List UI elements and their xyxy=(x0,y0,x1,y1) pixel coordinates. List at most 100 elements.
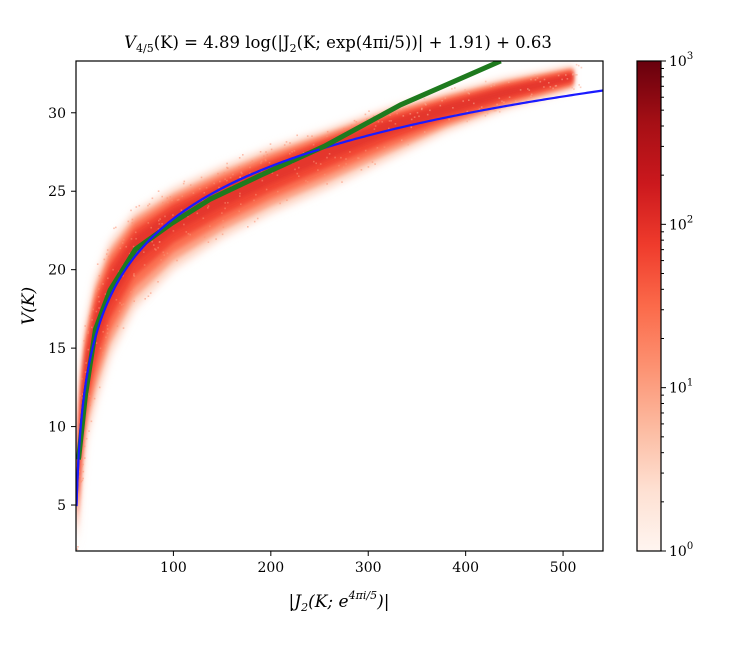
density-speckle xyxy=(227,167,229,169)
density-speckle xyxy=(459,120,461,122)
density-speckle xyxy=(151,241,153,243)
x-axis-label: |J2(K; e4πi/5)| xyxy=(289,589,390,614)
density-speckle xyxy=(381,121,383,123)
density-speckle xyxy=(102,352,104,354)
density-speckle xyxy=(366,119,368,121)
density-speckle xyxy=(389,120,391,122)
density-speckle xyxy=(96,311,98,313)
density-speckle xyxy=(217,173,219,175)
density-speckle xyxy=(270,143,272,145)
density-speckle xyxy=(160,259,162,261)
density-speckle xyxy=(99,387,101,389)
density-speckle xyxy=(115,227,117,229)
density-speckle xyxy=(84,446,86,448)
density-speckle xyxy=(341,181,343,183)
density-speckle xyxy=(89,315,91,317)
density-speckle xyxy=(253,200,255,202)
density-speckle xyxy=(132,222,134,224)
x-tick-label: 300 xyxy=(355,560,382,576)
density-speckle xyxy=(368,110,370,112)
density-speckle xyxy=(558,75,560,77)
density-speckle xyxy=(340,157,342,159)
density-speckle xyxy=(294,150,296,152)
density-speckle xyxy=(87,332,89,334)
density-speckle xyxy=(182,196,184,198)
density-speckle xyxy=(105,337,107,339)
density-speckle xyxy=(146,214,148,216)
density-speckle xyxy=(104,259,106,261)
density-speckle xyxy=(159,223,161,225)
density-speckle xyxy=(396,113,398,115)
density-speckle xyxy=(571,87,573,89)
density-speckle xyxy=(550,86,552,88)
density-speckle xyxy=(84,457,86,459)
density-speckle xyxy=(131,238,133,240)
density-speckle xyxy=(102,331,104,333)
density-speckle xyxy=(576,64,578,66)
density-speckle xyxy=(159,218,161,220)
density-speckle xyxy=(320,163,322,165)
x-tick-label: 200 xyxy=(257,560,284,576)
density-speckle xyxy=(485,81,487,83)
density-speckle xyxy=(466,121,468,123)
density-speckle xyxy=(421,108,423,110)
density-speckle xyxy=(377,147,379,149)
density-speckle xyxy=(161,196,163,198)
density-speckle xyxy=(135,232,137,234)
density-speckle xyxy=(411,127,413,129)
density-speckle xyxy=(151,272,153,274)
density-speckle xyxy=(503,101,505,103)
density-speckle xyxy=(410,113,412,115)
density-speckle xyxy=(219,181,221,183)
density-speckle xyxy=(425,104,427,106)
density-speckle xyxy=(296,135,298,137)
density-speckle xyxy=(157,281,159,283)
density-speckle xyxy=(515,100,517,102)
density-speckle xyxy=(334,157,336,159)
density-speckle xyxy=(429,110,431,112)
density-speckle xyxy=(135,238,137,240)
density-speckle xyxy=(80,481,82,483)
density-speckle xyxy=(239,195,241,197)
y-tick-label: 10 xyxy=(48,420,66,436)
density-speckle xyxy=(317,169,319,171)
density-speckle xyxy=(565,74,567,76)
density-speckle xyxy=(173,230,175,232)
density-speckle xyxy=(527,88,529,90)
density-speckle xyxy=(561,79,563,81)
density-speckle xyxy=(238,166,240,168)
density-speckle xyxy=(81,458,83,460)
density-speckle xyxy=(468,119,470,121)
density-speckle xyxy=(572,73,574,75)
density-speckle xyxy=(112,269,114,271)
density-speckle xyxy=(238,211,240,213)
density-speckle xyxy=(257,218,259,220)
density-speckle xyxy=(452,107,454,109)
density-speckle xyxy=(121,304,123,306)
density-speckle xyxy=(208,241,210,243)
density-speckle xyxy=(417,112,419,114)
density-speckle xyxy=(424,131,426,133)
density-speckle xyxy=(207,207,209,209)
density-speckle xyxy=(107,325,109,327)
density-speckle xyxy=(133,275,135,277)
density-speckle xyxy=(81,378,83,380)
density-speckle xyxy=(543,86,545,88)
density-speckle xyxy=(95,290,97,292)
density-speckle xyxy=(128,221,130,223)
density-speckle xyxy=(454,87,456,89)
density-speckle xyxy=(119,310,121,312)
density-speckle xyxy=(297,173,299,175)
density-speckle xyxy=(468,92,470,94)
density-speckle xyxy=(424,98,426,100)
density-speckle xyxy=(176,260,178,262)
density-speckle xyxy=(199,188,201,190)
density-speckle xyxy=(218,187,220,189)
density-speckle xyxy=(107,249,109,251)
density-speckle xyxy=(361,169,363,171)
density-speckle xyxy=(343,166,345,168)
density-speckle xyxy=(223,226,225,228)
density-speckle xyxy=(100,348,102,350)
density-speckle xyxy=(158,190,160,192)
density-speckle xyxy=(492,83,494,85)
